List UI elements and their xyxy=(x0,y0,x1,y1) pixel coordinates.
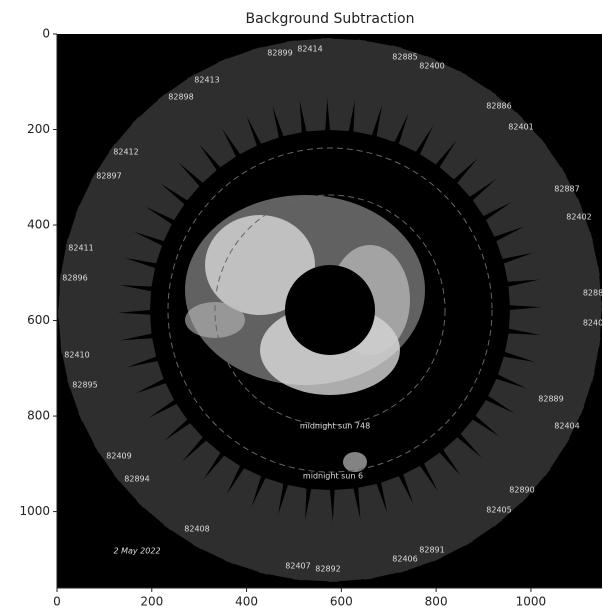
station-label: 82890 xyxy=(509,486,534,495)
station-label: 82892 xyxy=(315,565,340,574)
station-label: 82406 xyxy=(392,555,417,564)
station-label: 82409 xyxy=(106,452,131,461)
station-label: 82887 xyxy=(554,185,579,194)
station-label: 8288 xyxy=(583,289,603,298)
chart: Background Subtraction 0 200 400 600 800 1000… xyxy=(0,0,603,612)
station-label: 82889 xyxy=(538,395,563,404)
x-tick-label: 200 xyxy=(140,595,163,609)
x-tick-label: 0 xyxy=(53,595,61,609)
x-tick-label: 1000 xyxy=(516,595,547,609)
station-label: midnight sun 748 xyxy=(300,422,370,431)
station-label: 82899 xyxy=(267,49,292,58)
station-label: 82896 xyxy=(62,274,87,283)
station-label: 82405 xyxy=(486,506,511,515)
station-label: 82898 xyxy=(168,93,193,102)
station-label: 82408 xyxy=(184,525,209,534)
station-label: 82885 xyxy=(392,53,417,62)
y-tick-label: 800 xyxy=(27,409,50,423)
y-tick-label: 0 xyxy=(42,27,50,41)
x-tick-label: 400 xyxy=(235,595,258,609)
station-label: 82407 xyxy=(285,562,310,571)
station-label: 82413 xyxy=(194,76,219,85)
date-label: 2 May 2022 xyxy=(113,547,160,556)
station-label: 82894 xyxy=(124,475,149,484)
x-tick-label: 800 xyxy=(425,595,448,609)
station-label: 82404 xyxy=(554,422,579,431)
y-tick-label: 400 xyxy=(27,218,50,232)
chart-title: Background Subtraction xyxy=(246,11,415,27)
station-label: 82891 xyxy=(419,546,444,555)
station-label: 82414 xyxy=(297,45,322,54)
station-label: 82412 xyxy=(113,148,138,157)
station-label: 82402 xyxy=(566,213,591,222)
x-tick-label: 600 xyxy=(330,595,353,609)
station-label: 82886 xyxy=(486,102,511,111)
station-label: 82400 xyxy=(419,62,444,71)
station-label: 82897 xyxy=(96,172,121,181)
station-label: 82895 xyxy=(72,381,97,390)
station-label: 82411 xyxy=(68,244,93,253)
y-tick-label: 1000 xyxy=(19,504,50,518)
station-label: midnight sun 6 xyxy=(303,472,363,481)
y-tick-label: 600 xyxy=(27,313,50,327)
station-label: 82410 xyxy=(64,351,89,360)
station-label: 82401 xyxy=(508,123,533,132)
y-tick-label: 200 xyxy=(27,122,50,136)
station-label: 8240 xyxy=(583,319,603,328)
